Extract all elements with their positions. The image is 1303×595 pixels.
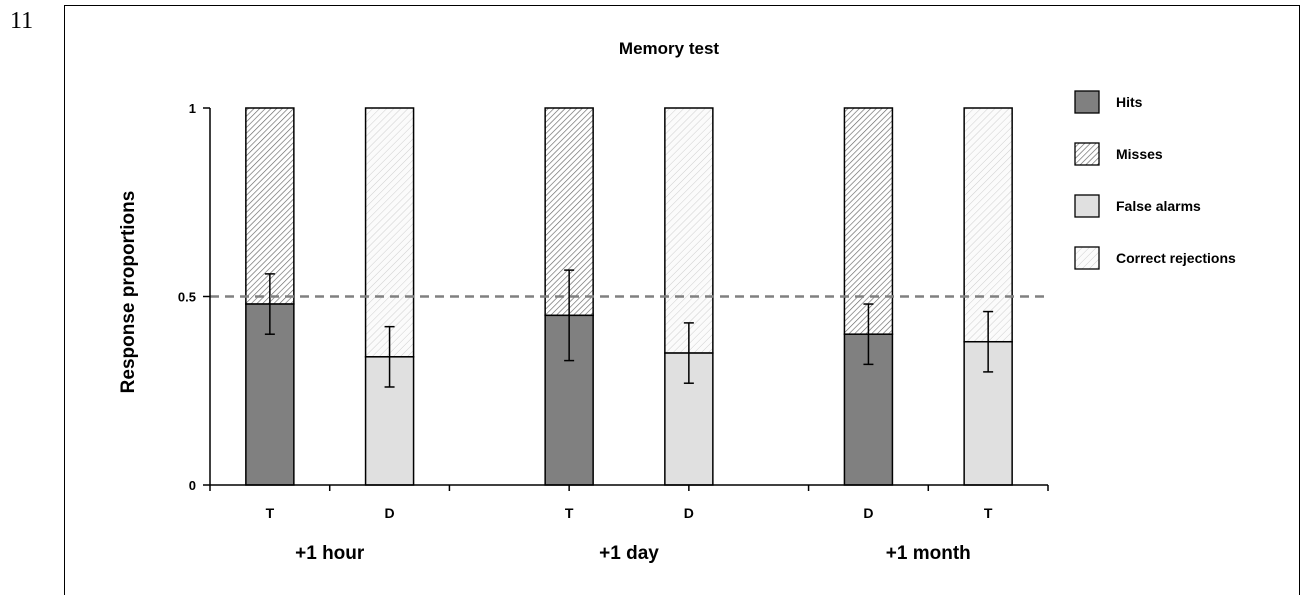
bar-5-misses	[843, 107, 894, 335]
page-number: 11	[10, 8, 34, 34]
figure-frame	[64, 5, 1300, 595]
y-tick-label-0: 0	[189, 478, 196, 493]
group-label-3: +1 month	[886, 543, 971, 564]
y-tick-label-2: 1	[189, 101, 196, 116]
legend-label-correct-rejections: Correct rejections	[1116, 250, 1236, 266]
category-label-6: T	[984, 505, 993, 521]
legend-swatch-false-alarms	[1074, 194, 1100, 218]
legend-swatch-correct-rejections	[1074, 246, 1100, 270]
legend-label-misses: Misses	[1116, 146, 1163, 162]
category-label-1: T	[266, 505, 275, 521]
y-axis-label: Response proportions	[118, 191, 139, 394]
legend-swatch-misses	[1074, 142, 1100, 166]
plot-area: T D T D D T 0 0.5 1 +1 hour +1 day +1 month	[178, 101, 1049, 564]
category-label-4: D	[684, 505, 694, 521]
y-tick-label-1: 0.5	[178, 290, 196, 305]
legend: Hits Misses False alarms Correct rejections	[1074, 90, 1236, 270]
bar-1-misses	[245, 107, 295, 305]
bar-4-correct-rejections	[664, 107, 714, 354]
category-label-5: D	[863, 505, 873, 521]
bar-2-correct-rejections	[364, 107, 415, 358]
category-label-3: T	[565, 505, 574, 521]
bar-6-correct-rejections	[963, 107, 1013, 343]
legend-label-hits: Hits	[1116, 94, 1143, 110]
group-label-1: +1 hour	[295, 543, 365, 564]
chart-title: Memory test	[619, 39, 719, 58]
category-label-2: D	[385, 505, 395, 521]
legend-swatch-hits	[1074, 90, 1100, 114]
legend-label-false-alarms: False alarms	[1116, 198, 1201, 214]
group-label-2: +1 day	[599, 543, 659, 564]
